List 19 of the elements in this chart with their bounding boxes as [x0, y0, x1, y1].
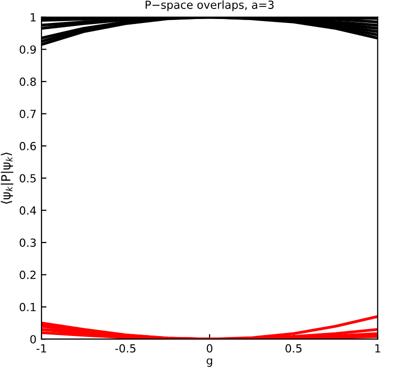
- x-tick-label: -1: [36, 344, 46, 352]
- y-tick-label: 0.8: [20, 78, 36, 86]
- x-tick-label: -0.5: [115, 344, 136, 353]
- y-tick-label: 0.9: [20, 45, 36, 54]
- y-tick-label: 0.5: [20, 174, 36, 182]
- x-tick-label: 1: [375, 344, 380, 352]
- x-tick-label: 0: [206, 344, 212, 353]
- y-tick-label: 0.3: [20, 238, 36, 247]
- y-tick-label: 0.4: [20, 206, 36, 215]
- y-tick-label: 0.1: [20, 302, 36, 312]
- y-axis-title: ⟨ψ$_{k}$|P|ψ$_{k}$⟩: [0, 152, 14, 204]
- x-axis-title: g: [206, 358, 212, 367]
- chart-title: P−space overlaps, a=3: [146, 0, 274, 12]
- y-tick-label: 0.7: [20, 110, 36, 118]
- x-tick-label: 0.5: [286, 344, 302, 353]
- y-tick-label: 0.6: [20, 142, 36, 150]
- y-tick-label: 1: [30, 13, 36, 22]
- y-tick-label: 0: [30, 335, 36, 344]
- y-tick-label: 0.2: [20, 270, 36, 280]
